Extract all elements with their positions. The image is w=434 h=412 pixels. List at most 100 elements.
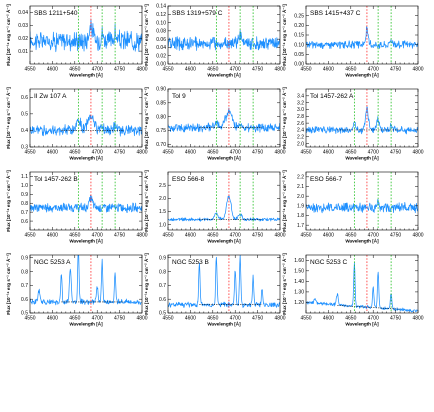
- x-tick-label: 4550: [24, 316, 35, 322]
- y-tick-label: 0.6: [21, 95, 28, 101]
- y-tick-label: 0.10: [156, 20, 166, 26]
- x-tick-label: 4700: [92, 316, 103, 322]
- x-tick-label: 4750: [114, 67, 125, 73]
- x-tick-label: 4600: [323, 316, 334, 322]
- x-axis-label: Wavelength [Å]: [345, 238, 379, 244]
- plot-frame: [29, 88, 143, 148]
- plot-frame: [305, 254, 419, 314]
- x-tick-label: 4550: [162, 316, 173, 322]
- y-tick-label: 0.9: [159, 255, 166, 261]
- x-tick-label: 4750: [252, 150, 263, 156]
- y-tick-label: 2.0: [297, 141, 304, 147]
- spectrum-line: [30, 255, 142, 306]
- panel-label: Tol 1457-262 A: [310, 93, 354, 100]
- x-tick-label: 4650: [345, 150, 356, 156]
- x-tick-label: 4750: [114, 233, 125, 239]
- x-tick-label: 4750: [390, 67, 401, 73]
- x-tick-label: 4800: [274, 67, 285, 73]
- y-tick-label: 0.75: [156, 128, 166, 134]
- spectrum-panel: 4550 4600 4650 4700 4750 4800 0.6 0.7 0.8 0.9 1.0 1…: [5, 170, 148, 244]
- panel-label: ESO 566-8: [172, 176, 205, 183]
- panel-label: II Zw 107 A: [34, 93, 67, 100]
- spectrum-panel: 4550 4600 4650 4700 4750 4800 1.0 1.5 2.0 2.5 ESO …: [143, 170, 286, 244]
- x-tick-label: 4600: [47, 233, 58, 239]
- x-tick-label: 4800: [274, 316, 285, 322]
- spectrum-panel: 4550 4600 4650 4700 4750 4800 1.7 1.8 1.9 2.0 2.1 2…: [281, 170, 424, 244]
- x-tick-label: 4800: [136, 233, 147, 239]
- y-tick-label: 2.0: [159, 196, 166, 202]
- x-tick-label: 4600: [323, 67, 334, 73]
- plot-frame: [167, 5, 281, 65]
- x-tick-label: 4650: [69, 150, 80, 156]
- x-tick-label: 4550: [300, 150, 311, 156]
- panel-label: Tol 1457-262 B: [34, 176, 78, 183]
- y-tick-label: 0.00: [294, 62, 304, 68]
- x-tick-label: 4550: [162, 67, 173, 73]
- y-tick-label: 0.15: [294, 33, 304, 39]
- y-tick-label: 0.7: [159, 283, 166, 289]
- x-tick-label: 4800: [136, 67, 147, 73]
- x-tick-label: 4800: [274, 150, 285, 156]
- y-tick-label: 3.0: [297, 107, 304, 113]
- y-tick-label: 0.25: [294, 13, 304, 19]
- x-tick-label: 4550: [24, 233, 35, 239]
- x-axis-label: Wavelength [Å]: [69, 72, 103, 78]
- x-axis-label: Wavelength [Å]: [345, 155, 379, 161]
- x-tick-label: 4550: [300, 233, 311, 239]
- panel-label: NGC 5253 A: [34, 259, 71, 266]
- y-tick-label: 0.9: [21, 255, 28, 261]
- x-tick-label: 4700: [230, 150, 241, 156]
- y-tick-label: 0.12: [156, 12, 166, 18]
- y-axis-label: Flux [10⁻¹⁶ erg s⁻¹ cm⁻² Å⁻¹]: [143, 170, 149, 232]
- plot-frame: [305, 171, 419, 231]
- y-tick-label: 1.9: [297, 204, 304, 210]
- spectrum-panel: 4550 4600 4650 4700 4750 4800 0.5 0.6 0.7 0.8 0.9 N…: [143, 253, 286, 327]
- plot-frame: [305, 88, 419, 148]
- y-tick-label: 0.8: [159, 269, 166, 275]
- y-tick-label: 1.7: [297, 223, 304, 229]
- plot-frame: [167, 88, 281, 148]
- y-tick-label: 1.40: [294, 279, 304, 285]
- spectrum-panel: 4550 4600 4650 4700 4750 4800 0.70 0.75 0.80 0.85…: [143, 87, 286, 161]
- y-tick-label: 1.0: [21, 183, 28, 189]
- y-axis-label: Flux [10⁻¹⁶ erg s⁻¹ cm⁻² Å⁻¹]: [5, 253, 11, 315]
- y-tick-label: 0.4: [21, 128, 28, 134]
- y-tick-label: 3.2: [297, 100, 304, 106]
- x-tick-label: 4650: [345, 316, 356, 322]
- x-tick-label: 4650: [207, 316, 218, 322]
- x-tick-label: 4800: [274, 233, 285, 239]
- x-tick-label: 4700: [230, 67, 241, 73]
- x-tick-label: 4600: [47, 150, 58, 156]
- x-tick-label: 4700: [368, 150, 379, 156]
- panel-label: ESO 566-7: [310, 176, 343, 183]
- x-axis-label: Wavelength [Å]: [207, 72, 241, 78]
- x-tick-label: 4600: [47, 316, 58, 322]
- y-tick-label: 2.0: [297, 194, 304, 200]
- x-tick-label: 4750: [390, 316, 401, 322]
- x-axis-label: Wavelength [Å]: [69, 321, 103, 327]
- y-tick-label: 0.04: [156, 45, 166, 51]
- x-tick-label: 4700: [230, 233, 241, 239]
- x-tick-label: 4800: [412, 67, 423, 73]
- plot-frame: [29, 5, 143, 65]
- x-tick-label: 4700: [368, 233, 379, 239]
- y-tick-label: 0.06: [156, 37, 166, 43]
- y-tick-label: 2.2: [297, 175, 304, 181]
- x-tick-label: 4550: [24, 67, 35, 73]
- y-tick-label: 2.8: [297, 114, 304, 120]
- x-tick-label: 4650: [207, 67, 218, 73]
- y-tick-label: 1.8: [297, 213, 304, 219]
- x-tick-label: 4800: [412, 150, 423, 156]
- y-tick-label: 0.5: [159, 311, 166, 317]
- y-tick-label: 0.7: [21, 283, 28, 289]
- y-tick-label: 0.5: [21, 112, 28, 118]
- x-tick-label: 4800: [412, 316, 423, 322]
- x-tick-label: 4600: [323, 233, 334, 239]
- spectrum-panel: 4550 4600 4650 4700 4750 4800 0.01 0.02 0.03 0.04…: [5, 4, 148, 78]
- spectrum-panel: 4550 4600 4650 4700 4750 4800 0.00 0.05 0.10 0.15…: [281, 4, 424, 78]
- x-axis-label: Wavelength [Å]: [345, 72, 379, 78]
- x-tick-label: 4750: [114, 316, 125, 322]
- x-tick-label: 4700: [92, 150, 103, 156]
- y-tick-label: 0.85: [156, 101, 166, 107]
- y-tick-label: 0.3: [21, 145, 28, 151]
